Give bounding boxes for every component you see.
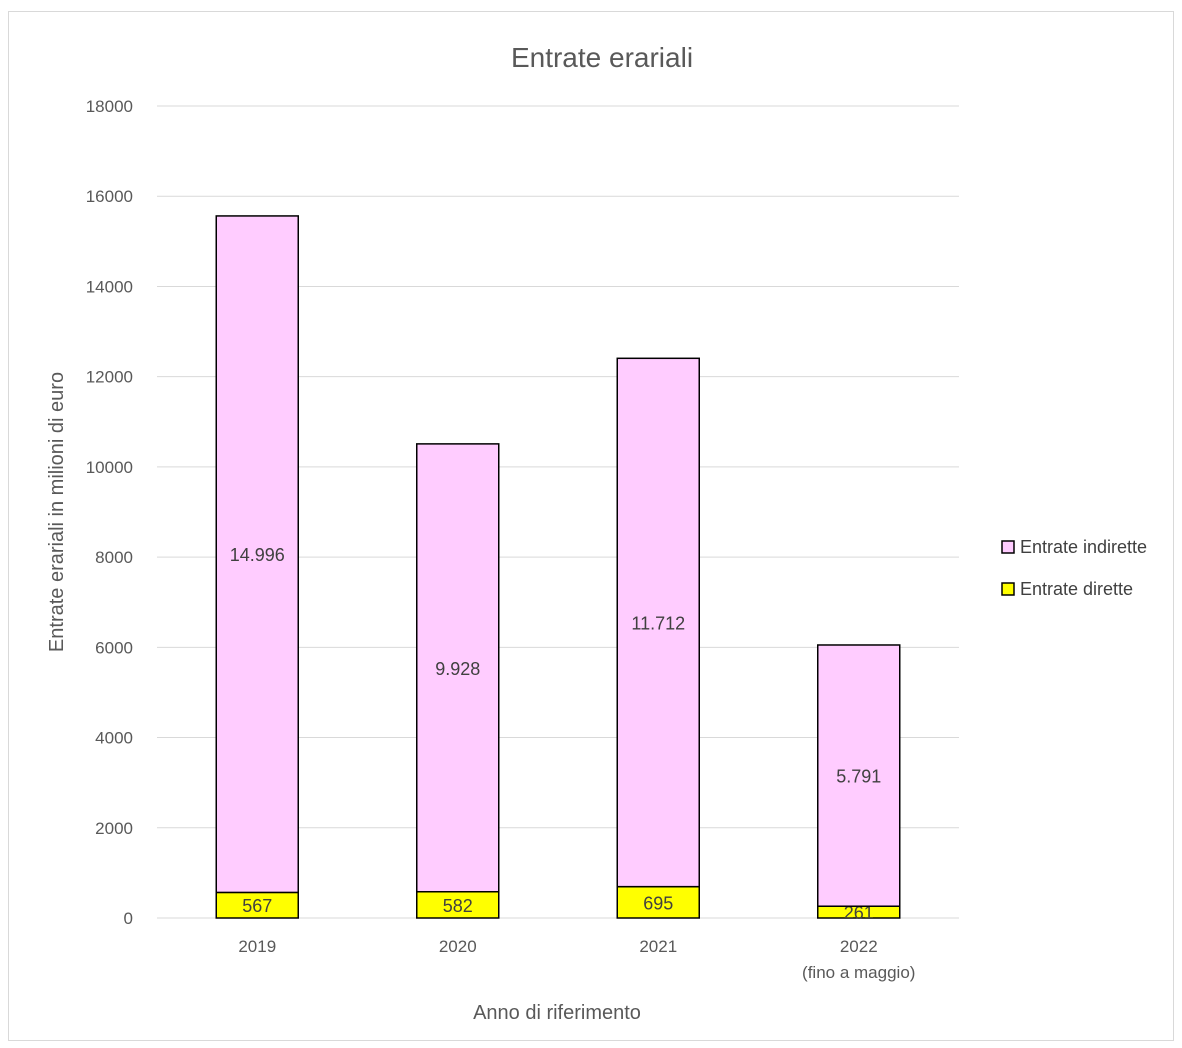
- x-tick-label-line: 2019: [238, 937, 276, 956]
- y-tick-label: 8000: [95, 548, 133, 567]
- y-tick-label: 12000: [86, 368, 133, 387]
- y-tick-label: 0: [124, 909, 133, 928]
- legend-swatch: [1001, 540, 1015, 554]
- bars: 567 14.996 582 9.928 695 11.712 261 5.791: [215, 215, 901, 923]
- y-axis-ticks: 0 2000 4000 6000 8000 10000 12000 14000 16000 180…: [86, 97, 133, 928]
- y-tick-label: 16000: [86, 187, 133, 206]
- legend-label: Entrate dirette: [1020, 579, 1133, 599]
- x-axis-ticks: 2019 2020 2021 2022 (fino a maggio): [238, 937, 915, 982]
- y-tick-label: 10000: [86, 458, 133, 477]
- bar-segment: [215, 215, 299, 894]
- y-axis-title: Entrate erariali in milioni di euro: [46, 372, 68, 652]
- y-tick-label: 6000: [95, 638, 133, 657]
- data-label: 582: [443, 896, 473, 916]
- data-label: 11.712: [631, 613, 685, 633]
- x-tick-label-line: 2021: [639, 937, 677, 956]
- y-tick-label: 2000: [95, 819, 133, 838]
- x-tick-label: 2021: [639, 937, 677, 956]
- x-tick-label: 2022 (fino a maggio): [802, 937, 915, 982]
- data-label: 5.791: [836, 767, 881, 787]
- x-tick-label-line: 2020: [439, 937, 477, 956]
- bar-segment: [416, 443, 500, 893]
- y-tick-label: 14000: [86, 277, 133, 296]
- y-tick-label: 4000: [95, 729, 133, 748]
- data-label: 695: [643, 893, 673, 913]
- chart-frame: [8, 11, 1174, 1041]
- data-label: 567: [242, 896, 272, 916]
- x-tick-label: 2019: [238, 937, 276, 956]
- y-tick-label: 18000: [86, 97, 133, 116]
- bar-segment: [616, 885, 700, 919]
- x-tick-label-line: (fino a maggio): [802, 963, 915, 982]
- x-axis-title: Anno di riferimento: [473, 1002, 641, 1024]
- data-label: 9.928: [435, 659, 480, 679]
- legend: Entrate indirette Entrate dirette: [1001, 537, 1147, 599]
- bar-segment: [817, 644, 901, 907]
- x-tick-label-line: 2022: [840, 937, 878, 956]
- bar-segment: [416, 890, 500, 919]
- bar-segment: [616, 357, 700, 888]
- legend-label: Entrate indirette: [1020, 537, 1147, 557]
- data-label: 261: [844, 903, 874, 923]
- x-tick-label: 2020: [439, 937, 477, 956]
- chart-title: Entrate erariali: [511, 42, 693, 73]
- data-label: 14.996: [230, 545, 285, 565]
- legend-swatch: [1001, 582, 1015, 596]
